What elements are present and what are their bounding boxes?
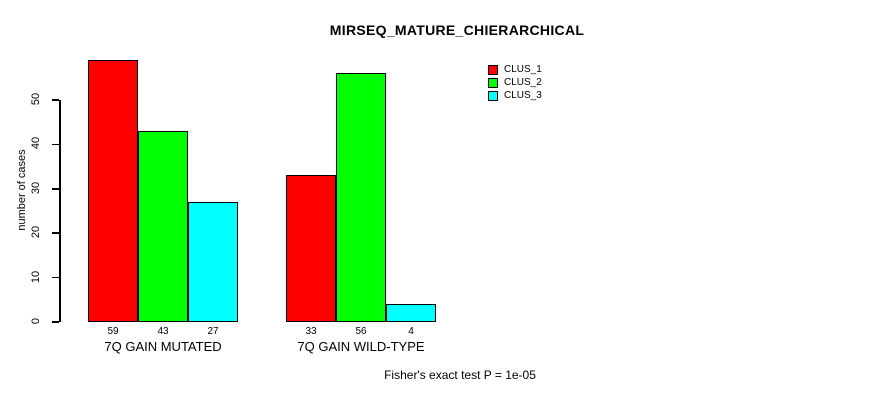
- y-axis-label: number of cases: [16, 149, 28, 231]
- y-tick-40: [52, 143, 59, 146]
- y-axis-line: [59, 100, 61, 322]
- bar-clus-1-7q-gain-mutated: [88, 60, 138, 322]
- bar-value-clus-3-7q-gain-mutated: 27: [207, 326, 219, 337]
- y-tick-label-40: 40: [30, 137, 42, 150]
- chart-title: MIRSEQ_MATURE_CHIERARCHICAL: [329, 22, 585, 38]
- legend-row-clus-3: CLUS_3: [488, 89, 542, 102]
- bar-value-clus-3-7q-gain-wild-type: 4: [408, 326, 414, 337]
- legend-swatch-clus-3: [488, 90, 498, 101]
- bar-value-clus-1-7q-gain-wild-type: 33: [305, 326, 317, 337]
- y-tick-50: [52, 99, 59, 101]
- category-label-7q-gain-wild-type: 7Q GAIN WILD-TYPE: [297, 339, 425, 354]
- bar-value-clus-2-7q-gain-mutated: 43: [157, 326, 169, 337]
- legend-swatch-clus-2: [488, 77, 498, 88]
- y-tick-label-0: 0: [30, 317, 42, 325]
- legend-row-clus-1: CLUS_1: [488, 63, 542, 76]
- bar-clus-3-7q-gain-mutated: [188, 202, 238, 322]
- y-tick-30: [52, 188, 59, 190]
- y-tick-label-50: 50: [30, 92, 42, 106]
- y-tick-20: [52, 232, 59, 234]
- category-label-7q-gain-mutated: 7Q GAIN MUTATED: [104, 339, 222, 354]
- bar-clus-3-7q-gain-wild-type: [386, 304, 436, 322]
- y-tick-0: [52, 321, 59, 323]
- bar-value-clus-2-7q-gain-wild-type: 56: [355, 326, 367, 337]
- legend-label-clus-2: CLUS_2: [504, 77, 542, 88]
- legend-row-clus-2: CLUS_2: [488, 76, 542, 89]
- legend: CLUS_1 CLUS_2 CLUS_3: [488, 63, 542, 102]
- legend-swatch-clus-1: [488, 64, 498, 75]
- y-tick-10: [52, 276, 59, 279]
- y-tick-label-10: 10: [30, 270, 42, 283]
- bar-clus-2-7q-gain-mutated: [138, 131, 188, 322]
- bar-value-clus-1-7q-gain-mutated: 59: [107, 326, 119, 337]
- y-tick-label-20: 20: [30, 226, 42, 239]
- bar-clus-1-7q-gain-wild-type: [286, 175, 336, 322]
- y-tick-label-30: 30: [30, 181, 42, 194]
- annotation-text: Fisher's exact test P = 1e-05: [384, 368, 536, 382]
- legend-label-clus-1: CLUS_1: [504, 64, 542, 75]
- bar-clus-2-7q-gain-wild-type: [336, 73, 386, 322]
- legend-label-clus-3: CLUS_3: [504, 90, 542, 101]
